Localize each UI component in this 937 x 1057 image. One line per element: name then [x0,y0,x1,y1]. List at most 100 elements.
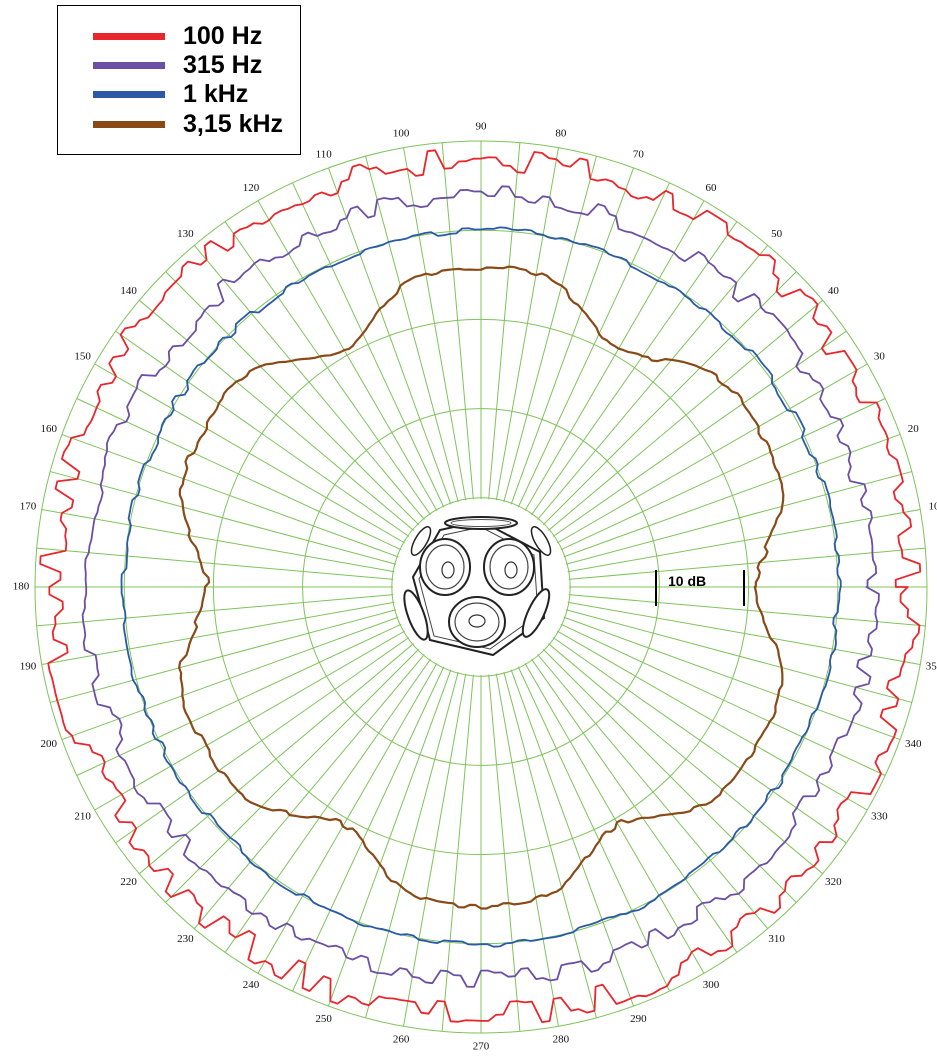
grid-spoke-45 [542,271,797,526]
angle-tick-label-100: 100 [393,128,410,140]
angle-tick-label-80: 80 [555,128,567,140]
angle-tick-label-290: 290 [630,1013,647,1025]
grid-spoke-100 [403,147,467,501]
grid-spoke-125 [224,221,431,516]
angle-tick-label-110: 110 [316,148,333,160]
angle-tick-label-190: 190 [20,660,37,672]
angle-tick-label-240: 240 [243,979,260,991]
grid-spoke-195 [50,609,397,703]
grid-spoke-200 [61,616,399,741]
legend-label-1khz: 1 kHz [183,80,249,108]
grid-spoke-190 [41,601,395,665]
grid-spoke-240 [257,662,438,974]
angle-tick-label-320: 320 [825,876,842,888]
grid-spoke-135 [165,271,420,526]
angle-tick-label-250: 250 [315,1013,332,1025]
grid-spoke-30 [556,363,868,544]
grid-spoke-235 [224,658,431,953]
grid-spoke-285 [503,671,597,1018]
grid-spoke-110 [327,167,452,505]
legend-swatch-1khz [93,91,165,98]
grid-spoke-150 [94,363,406,544]
grid-spoke-310 [537,654,769,929]
grid-spoke-65 [517,182,670,508]
legend-label-315hz: 315 Hz [183,51,263,79]
grid-spoke-75 [503,156,597,503]
grid-spoke-205 [76,623,402,776]
grid-spoke-60 [524,200,705,512]
grid-spoke-10 [567,509,921,573]
angle-tick-label-230: 230 [177,933,194,945]
grid-spoke-175 [36,547,394,580]
grid-spoke-305 [531,658,738,953]
angle-tick-label-20: 20 [908,423,920,435]
angle-tick-label-270: 270 [473,1041,490,1053]
grid-spoke-20 [563,433,901,558]
series-lines [39,149,922,1023]
legend-swatch-100hz [93,33,165,40]
angle-tick-label-200: 200 [40,738,57,750]
grid-spoke-340 [563,616,901,741]
grid-spoke-280 [495,673,559,1027]
series-line-3-15-khz [178,265,785,910]
angle-tick-label-10: 10 [929,501,937,513]
grid-spoke-130 [193,245,425,520]
grid-spoke-245 [292,666,445,992]
angle-tick-label-330: 330 [871,811,888,823]
legend-swatch-3-15khz [93,121,165,128]
grid-spoke-265 [441,674,474,1032]
grid-spoke-40 [548,299,823,531]
grid-spoke-275 [488,674,521,1032]
legend-item-315hz: 315 Hz [58,50,300,80]
legend-item-1khz: 1 kHz [58,79,300,109]
grid-spoke-290 [510,669,635,1007]
angle-tick-label-30: 30 [874,351,886,363]
angle-tick-label-140: 140 [120,285,137,297]
grid-spoke-320 [548,643,823,875]
series-line-1-khz [120,226,842,948]
grid-spoke-335 [560,623,886,776]
grid-spoke-350 [567,601,921,665]
grid-spoke-300 [524,662,705,974]
grid-spoke-230 [193,654,425,929]
grid-spoke-255 [365,671,459,1018]
angle-gridlines [35,141,927,1033]
grid-spoke-70 [510,167,635,505]
grid-spoke-155 [76,398,402,551]
scale-label: 10 dB [668,573,707,589]
series-line-315-hz [81,185,880,988]
grid-spoke-185 [36,594,394,627]
legend: 100 Hz 315 Hz 1 kHz 3,15 kHz [57,5,301,155]
angle-tick-label-260: 260 [393,1034,410,1046]
angle-tick-label-130: 130 [177,228,194,240]
legend-item-3-15khz: 3,15 kHz [58,109,300,139]
angle-tick-label-50: 50 [771,228,783,240]
grid-spoke-170 [41,509,395,573]
angle-tick-label-350: 350 [926,660,937,672]
angle-tick-label-160: 160 [40,423,57,435]
grid-spoke-355 [568,594,926,627]
series-line-100-hz [39,149,922,1023]
grid-spoke-250 [327,669,452,1007]
angle-tick-label-70: 70 [633,148,645,160]
grid-spoke-120 [257,200,438,512]
grid-spoke-330 [556,630,868,811]
grid-spoke-95 [441,142,474,500]
grid-spoke-165 [50,471,397,565]
angle-tick-label-300: 300 [703,979,720,991]
grid-spoke-115 [292,182,445,508]
legend-item-100hz: 100 Hz [58,21,300,51]
grid-spoke-50 [537,245,769,520]
angle-tick-label-220: 220 [120,876,137,888]
grid-spoke-210 [94,630,406,811]
angle-tick-label-150: 150 [74,351,91,363]
grid-spoke-25 [560,398,886,551]
angle-tick-label-90: 90 [476,121,488,133]
legend-swatch-315hz [93,62,165,69]
grid-spoke-225 [165,648,420,903]
grid-spoke-260 [403,673,467,1027]
grid-spoke-345 [565,609,912,703]
grid-spoke-160 [61,433,399,558]
grid-spoke-140 [139,299,414,531]
